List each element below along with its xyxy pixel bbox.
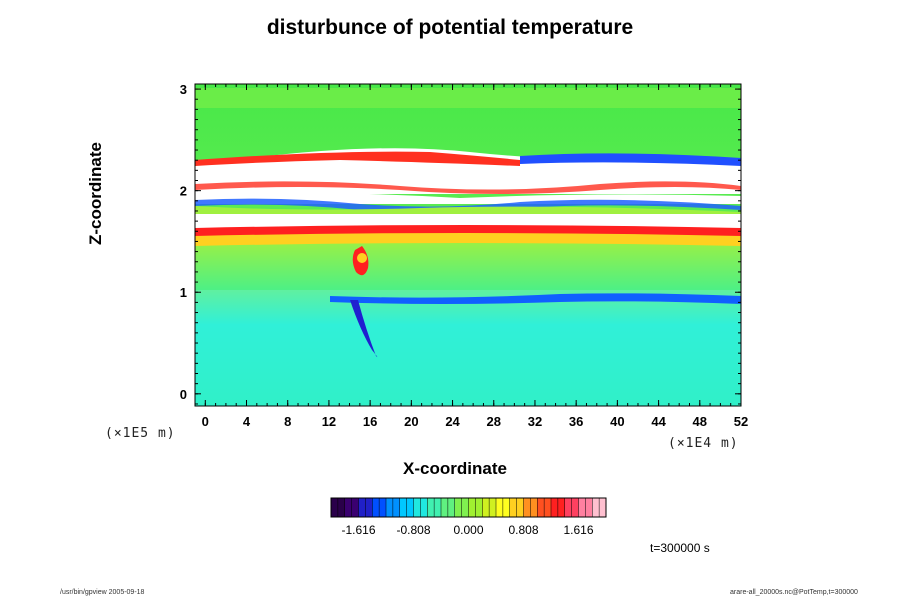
colorbar-segment (454, 498, 463, 517)
x-tick-label: 0 (202, 414, 209, 429)
x-tick-label: 8 (284, 414, 291, 429)
y-tick-label: 2 (180, 184, 187, 199)
y-tick-label: 1 (180, 285, 187, 300)
colorbar-segment (516, 498, 524, 517)
colorbar-tick-label: 0.808 (508, 523, 538, 537)
colorbar-segment (489, 498, 497, 517)
colorbar-segment (585, 498, 593, 517)
colorbar-segment (475, 498, 483, 517)
colorbar-segment (420, 498, 428, 517)
x-tick-label: 32 (528, 414, 542, 429)
x-tick-label: 24 (445, 414, 460, 429)
x-tick-label: 12 (322, 414, 336, 429)
y-scale-label: (×1E5 m) (105, 426, 176, 441)
colorbar-segment (337, 498, 346, 517)
y-axis-label: Z-coordinate (86, 142, 105, 245)
colorbar-segment (496, 498, 504, 517)
colorbar-segment (544, 498, 552, 517)
x-tick-label: 16 (363, 414, 377, 429)
colorbar-segment (461, 498, 469, 517)
x-axis: 0 4 8 12 16 20 24 28 32 36 40 44 48 52 (194, 84, 748, 429)
x-tick-label: 36 (569, 414, 583, 429)
colorbar-tick-label: -0.808 (396, 523, 430, 537)
colorbar-segment (468, 498, 476, 517)
colorbar-segment (372, 498, 380, 517)
colorbar-segment (592, 498, 600, 517)
colorbar-tick-label: 0.000 (453, 523, 483, 537)
y-tick-label: 0 (180, 387, 187, 402)
colorbar-segment (537, 498, 545, 517)
colorbar-segment (413, 498, 421, 517)
x-tick-label: 20 (404, 414, 418, 429)
colorbar-segment (482, 498, 490, 517)
colorbar-segment (557, 498, 566, 517)
colorbar-segment (447, 498, 456, 517)
x-tick-label: 52 (734, 414, 748, 429)
time-label: t=300000 s (650, 541, 710, 555)
colorbar-segment (344, 498, 353, 517)
colorbar-segment (530, 498, 538, 517)
colorbar-frame (330, 497, 607, 518)
x-tick-label: 40 (610, 414, 624, 429)
colorbar: -1.616 -0.808 0.000 0.808 1.616 (330, 497, 607, 537)
footer-command: /usr/bin/gpview 2005-09-18 (60, 589, 145, 596)
x-tick-label: 48 (693, 414, 707, 429)
x-tick-label: 28 (487, 414, 501, 429)
colorbar-segment (578, 498, 586, 517)
x-scale-label: (×1E4 m) (668, 436, 739, 451)
colorbar-segment (427, 498, 435, 517)
x-tick-label: 4 (243, 414, 251, 429)
colorbar-segment (571, 498, 579, 517)
colorbar-segment (399, 498, 408, 517)
colorbar-segment (358, 498, 366, 517)
colorbar-segment (386, 498, 394, 517)
colorbar-segment (564, 498, 573, 517)
colorbar-segment (502, 498, 511, 517)
field-image (195, 84, 741, 406)
colorbar-segment (351, 498, 359, 517)
colorbar-tick-label: -1.616 (341, 523, 375, 537)
colorbar-segment (406, 498, 414, 517)
colorbar-segment (509, 498, 518, 517)
colorbar-segment (379, 498, 387, 517)
colorbar-segment (331, 498, 339, 517)
colorbar-segment (523, 498, 531, 517)
y-tick-label: 3 (180, 82, 187, 97)
colorbar-segment (365, 498, 373, 517)
chart-title: disturbunce of potential temperature (266, 16, 634, 39)
y-axis: 0 1 2 3 (180, 82, 741, 405)
colorbar-segment (551, 498, 559, 517)
plot-frame (194, 83, 742, 407)
x-tick-label: 44 (651, 414, 666, 429)
footer-source: arare-all_20000s.nc@PotTemp,t=300000 (730, 589, 858, 596)
colorbar-tick-label: 1.616 (563, 523, 593, 537)
colorbar-segment (434, 498, 442, 517)
colorbar-segment (599, 498, 607, 517)
colorbar-segment (441, 498, 449, 517)
x-axis-label: X-coordinate (403, 459, 507, 478)
colorbar-segment (392, 498, 401, 517)
